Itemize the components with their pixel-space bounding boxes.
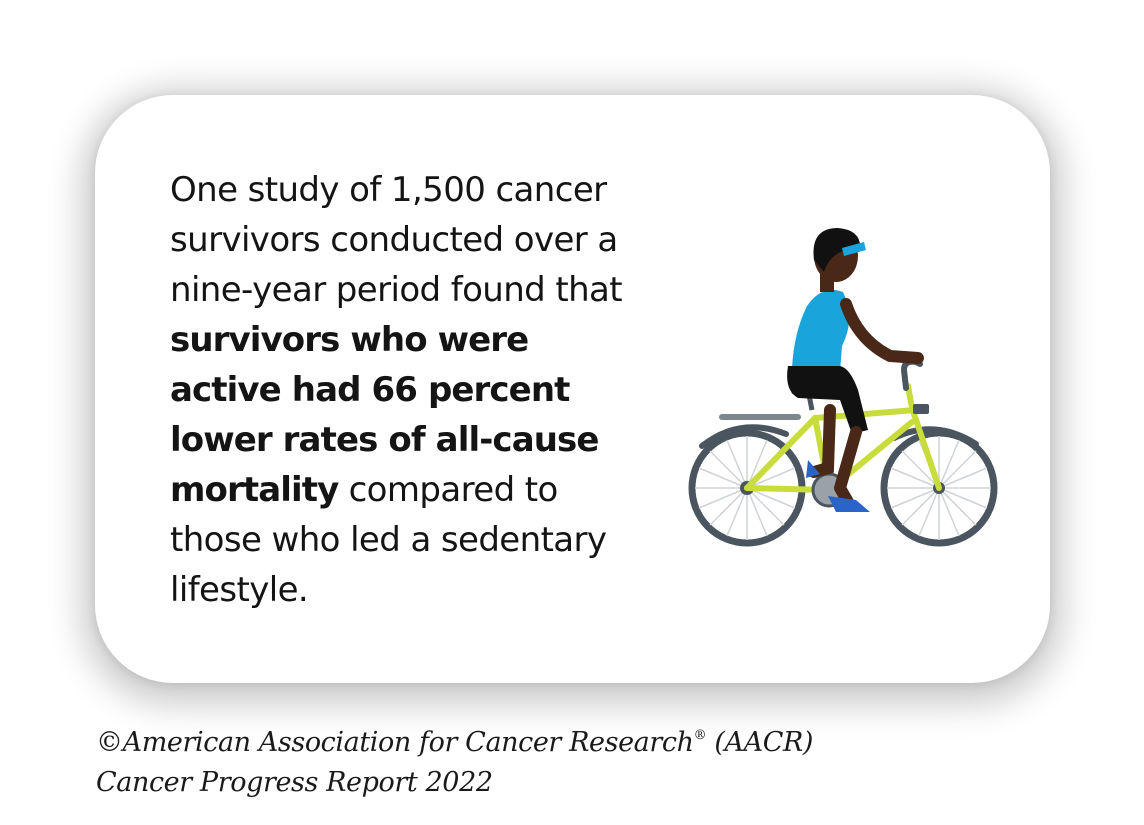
cyclist-illustration bbox=[688, 228, 998, 547]
credit-line-2: Cancer Progress Report 2022 bbox=[96, 767, 493, 798]
info-card bbox=[95, 95, 1050, 683]
credit-line-1: ©American Association for Cancer Researc… bbox=[96, 727, 814, 758]
statement-highlight: survivors who were active had 66 percent… bbox=[170, 320, 599, 510]
cyclist-rider-icon bbox=[787, 228, 924, 512]
registered-mark: ® bbox=[693, 728, 707, 743]
statement-outro: compared to those who led a sedentary li… bbox=[170, 470, 607, 610]
statement-intro: One study of 1,500 cancer survivors cond… bbox=[170, 170, 623, 310]
statement-text: One study of 1,500 cancer survivors cond… bbox=[170, 165, 640, 615]
copyright-credit: ©American Association for Cancer Researc… bbox=[96, 716, 813, 803]
